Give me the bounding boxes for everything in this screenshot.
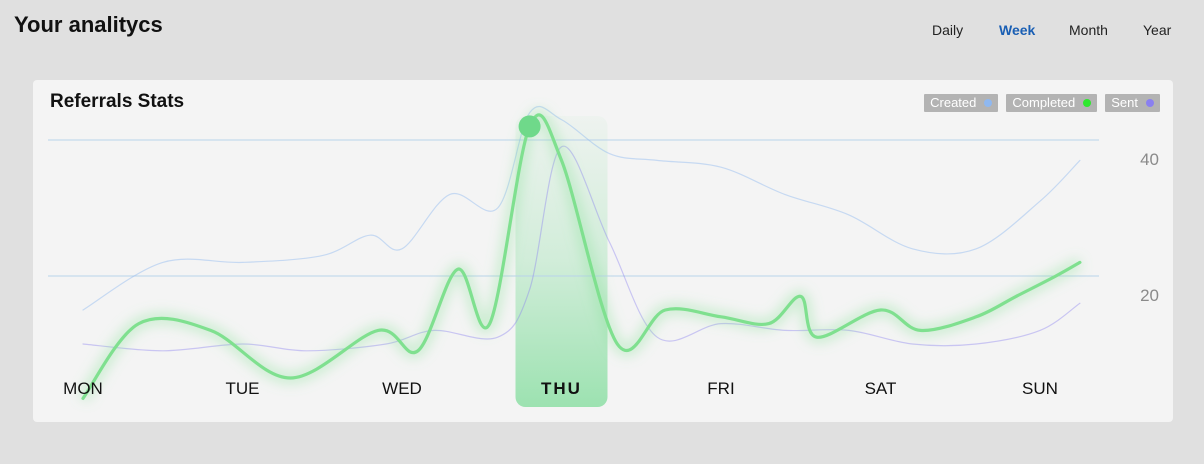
legend-created-label: Created xyxy=(930,95,977,110)
legend-created[interactable]: Created xyxy=(924,94,999,112)
referrals-card: 20 40 MON TUE WED THU FRI SAT SUN Referrals Stat… xyxy=(33,80,1173,422)
x-tick-label-tue: TUE xyxy=(226,379,260,398)
peak-point[interactable] xyxy=(518,115,541,138)
legend-sent-dot xyxy=(1146,99,1154,107)
x-tick-label-sat: SAT xyxy=(865,379,897,398)
chart-legend: Created Completed Sent xyxy=(924,94,1160,112)
x-tick-label-fri: FRI xyxy=(707,379,734,398)
legend-sent-label: Sent xyxy=(1111,95,1138,110)
referrals-chart: 20 40 MON TUE WED THU FRI SAT SUN xyxy=(48,106,1159,407)
period-daily[interactable]: Daily xyxy=(932,22,964,38)
legend-sent[interactable]: Sent xyxy=(1105,94,1160,112)
legend-completed[interactable]: Completed xyxy=(1006,94,1098,112)
y-tick-label: 20 xyxy=(1140,286,1159,305)
series-completed-line xyxy=(81,113,1082,400)
legend-completed-dot xyxy=(1083,99,1092,107)
page-title: Your analitycs xyxy=(14,12,163,37)
period-week[interactable]: Week xyxy=(999,22,1036,38)
highlight-column xyxy=(515,116,608,407)
series-created-line xyxy=(82,106,1081,311)
y-tick-label: 40 xyxy=(1140,150,1159,169)
period-year[interactable]: Year xyxy=(1143,22,1172,38)
legend-created-dot xyxy=(984,99,993,107)
legend-completed-label: Completed xyxy=(1012,95,1076,110)
chart-title: Referrals Stats xyxy=(50,91,185,112)
period-selector: Daily Week Month Year xyxy=(0,22,1204,42)
series-sent-line xyxy=(82,145,1081,352)
period-month[interactable]: Month xyxy=(1069,22,1108,38)
x-tick-label-wed: WED xyxy=(382,379,422,398)
x-tick-label-sun: SUN xyxy=(1022,379,1058,398)
x-tick-label-thu: THU xyxy=(541,379,582,398)
x-tick-label-mon: MON xyxy=(63,379,103,398)
